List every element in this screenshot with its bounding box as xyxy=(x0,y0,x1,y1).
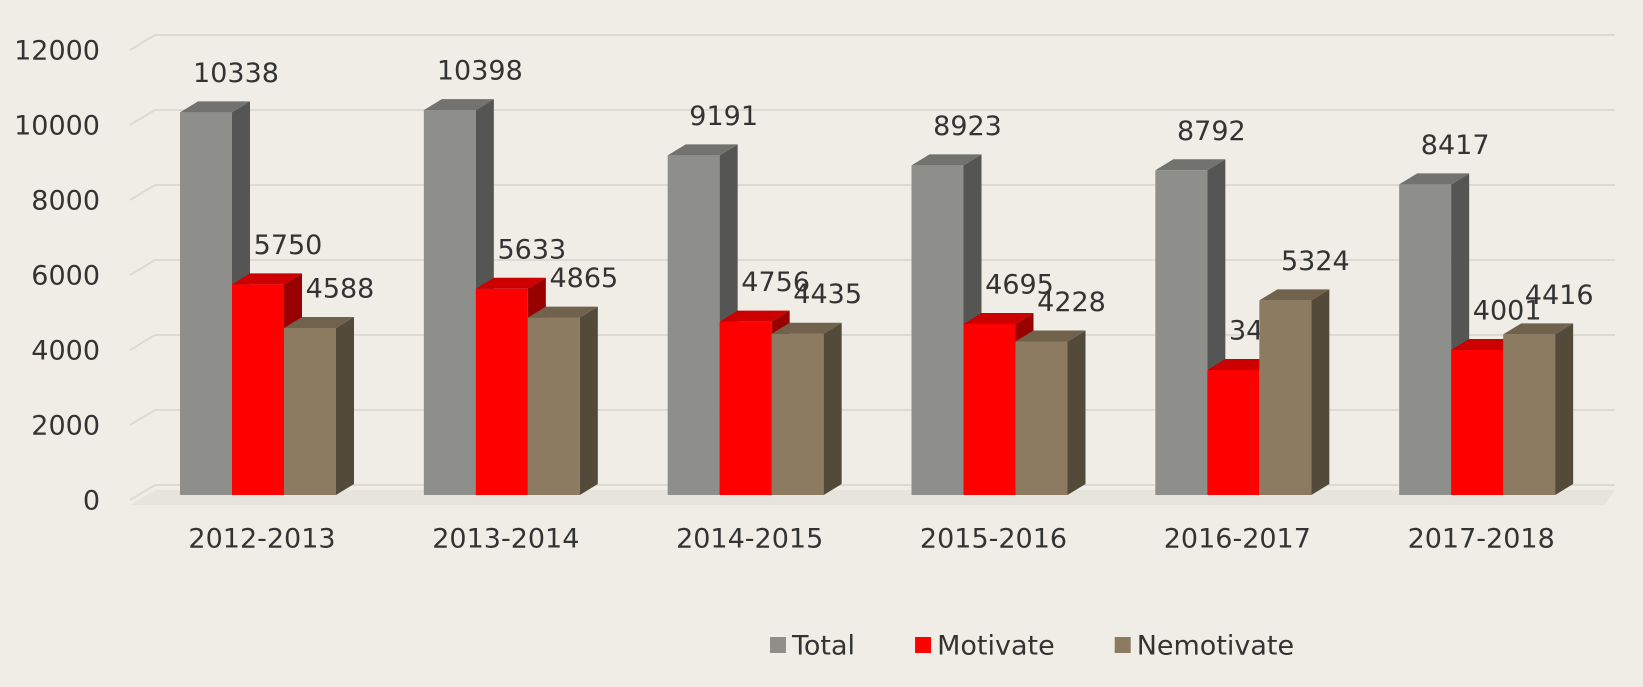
y-tick-label: 4000 xyxy=(31,336,100,367)
y-tick-label: 2000 xyxy=(31,411,100,442)
bar xyxy=(1259,289,1330,495)
value-label: 8792 xyxy=(1177,116,1246,147)
bar-front xyxy=(911,165,964,495)
bar-top xyxy=(667,144,738,156)
grid-line xyxy=(129,184,1615,201)
bar-front xyxy=(1155,170,1208,496)
legend-swatch xyxy=(1114,637,1131,653)
grid-line xyxy=(129,109,1615,126)
legend-swatch xyxy=(770,637,786,653)
bar-front xyxy=(1259,300,1312,495)
value-label: 8923 xyxy=(933,111,1002,142)
bar-top xyxy=(284,316,354,328)
bar-side xyxy=(823,322,842,495)
value-label: 4001 xyxy=(1473,295,1542,326)
bar-side xyxy=(1067,330,1086,495)
value-label: 4228 xyxy=(1037,287,1106,318)
x-tick-label: 2015-2016 xyxy=(920,524,1067,555)
grid-line xyxy=(129,484,1615,501)
floor xyxy=(130,490,1615,505)
bar-top xyxy=(1399,173,1470,185)
bar-front xyxy=(284,327,336,495)
value-label: 4416 xyxy=(1525,280,1594,311)
bar-front xyxy=(963,323,1016,495)
bar-top xyxy=(771,322,842,334)
value-label: 4588 xyxy=(306,273,375,304)
bar-side xyxy=(336,316,354,495)
grid-line xyxy=(129,259,1615,276)
bar-top xyxy=(1015,330,1086,342)
value-label: 5324 xyxy=(1281,246,1350,277)
legend-label: Motivate xyxy=(937,631,1055,662)
value-label: 4865 xyxy=(549,263,618,294)
y-tick-label: 10000 xyxy=(14,111,100,142)
legend-swatch xyxy=(915,637,932,653)
bar-side xyxy=(1311,289,1330,495)
bar-front xyxy=(423,110,476,495)
bar-front xyxy=(1207,369,1260,495)
bar-front xyxy=(475,288,528,495)
bar-top xyxy=(911,154,982,166)
value-label: 4756 xyxy=(741,267,810,298)
bar-top xyxy=(1503,323,1574,335)
bar-front xyxy=(232,284,284,495)
bar-top xyxy=(475,277,546,289)
x-tick-label: 2016-2017 xyxy=(1164,524,1311,555)
bar-top xyxy=(180,101,250,113)
grid-line xyxy=(129,34,1615,51)
y-tick-label: 8000 xyxy=(31,186,100,217)
legend-label: Nemotivate xyxy=(1137,631,1294,662)
bar-top xyxy=(963,312,1034,324)
bar-front xyxy=(667,155,720,495)
bar-front xyxy=(1503,334,1556,495)
value-label: 8417 xyxy=(1421,130,1490,161)
bar xyxy=(1503,323,1574,495)
value-label: 5633 xyxy=(497,234,566,265)
value-label: 4435 xyxy=(793,279,862,310)
value-label: 10398 xyxy=(437,56,523,87)
bar-top xyxy=(527,306,598,318)
bar-top xyxy=(423,99,494,111)
bar-top xyxy=(1259,289,1330,301)
x-tick-label: 2012-2013 xyxy=(188,524,335,555)
bar-front xyxy=(1399,184,1452,496)
x-tick-label: 2013-2014 xyxy=(432,524,579,555)
bar-front xyxy=(527,317,580,495)
bar-front xyxy=(1015,341,1068,495)
y-tick-label: 6000 xyxy=(31,261,100,292)
bar xyxy=(527,306,598,495)
value-label: 4695 xyxy=(985,269,1054,300)
bar-front xyxy=(771,333,824,495)
legend-label: Total xyxy=(791,631,855,662)
value-label: 10338 xyxy=(193,58,279,89)
bar-top xyxy=(719,310,790,322)
bar-front xyxy=(180,112,232,495)
y-tick-label: 0 xyxy=(83,486,100,517)
bar-side xyxy=(579,306,598,495)
bar xyxy=(284,316,354,495)
bar xyxy=(771,322,842,495)
value-label: 9191 xyxy=(689,101,758,132)
bar-side xyxy=(1555,323,1574,495)
x-tick-label: 2014-2015 xyxy=(676,524,823,555)
bar xyxy=(1015,330,1086,495)
bar-front xyxy=(1451,349,1504,495)
y-tick-label: 12000 xyxy=(14,36,100,67)
bar-top xyxy=(1155,159,1226,171)
bar-top xyxy=(232,273,302,285)
grid-line xyxy=(129,409,1615,426)
x-tick-label: 2017-2018 xyxy=(1408,524,1555,555)
value-label: 5750 xyxy=(254,230,323,261)
grid-line xyxy=(129,334,1615,351)
bar-front xyxy=(719,321,772,495)
